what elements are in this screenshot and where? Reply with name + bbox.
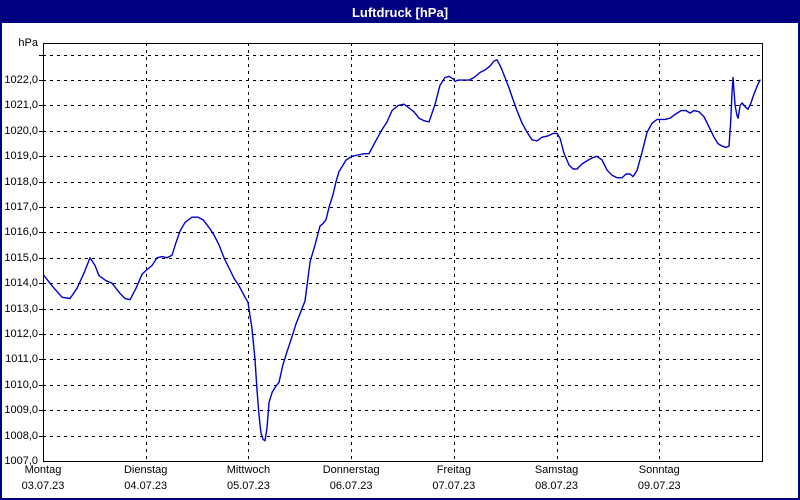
y-tick-label: 1012,0 [4, 328, 38, 341]
x-day-label: Montag [24, 464, 62, 476]
y-tick-label: 1008,0 [4, 429, 38, 442]
y-axis-unit-label: hPa [18, 37, 38, 49]
y-tick-label: 1011,0 [5, 353, 38, 366]
x-day-label: Sonntag [638, 464, 680, 476]
x-day-label: Mittwoch [226, 464, 271, 476]
x-date-label: 08.07.23 [535, 480, 578, 492]
y-tick-label: 1021,0 [4, 99, 38, 112]
x-date-label: 04.07.23 [124, 480, 168, 492]
x-date-label: 06.07.23 [329, 480, 373, 492]
x-date-label: 03.07.23 [21, 480, 65, 492]
y-tick-label: 1015,0 [4, 251, 38, 264]
gridlines [43, 43, 762, 461]
x-day-label: Dienstag [123, 464, 168, 476]
x-day-label: Samstag [534, 464, 579, 476]
y-tick-label: 1020,0 [4, 124, 38, 137]
x-day-label: Donnerstag [322, 464, 380, 476]
x-day-label: Freitag [436, 464, 471, 476]
y-tick-label: 1018,0 [4, 175, 38, 188]
series-luftdruck [43, 59, 761, 442]
title-bar: Luftdruck [hPa] [2, 2, 798, 23]
x-date-label: 07.07.23 [432, 480, 476, 492]
y-tick-label: 1007,0 [4, 455, 38, 467]
y-tick-label: 1022,0 [4, 74, 38, 87]
y-tick-label: 1016,0 [4, 226, 38, 239]
y-tick-label: 1014,0 [4, 277, 38, 290]
y-tick-label: 1017,0 [4, 201, 38, 214]
plot-border [39, 43, 763, 462]
y-tick-label: 1010,0 [4, 378, 38, 391]
pressure-curve [43, 59, 761, 442]
y-tick-label: 1013,0 [4, 302, 38, 315]
y-tick-label: 1019,0 [4, 150, 38, 163]
x-date-label: 09.07.23 [637, 480, 681, 492]
window-title: Luftdruck [hPa] [351, 5, 449, 20]
x-date-label: 05.07.23 [227, 480, 270, 492]
y-tick-label: 1009,0 [4, 404, 38, 417]
plot-frame [43, 43, 763, 462]
